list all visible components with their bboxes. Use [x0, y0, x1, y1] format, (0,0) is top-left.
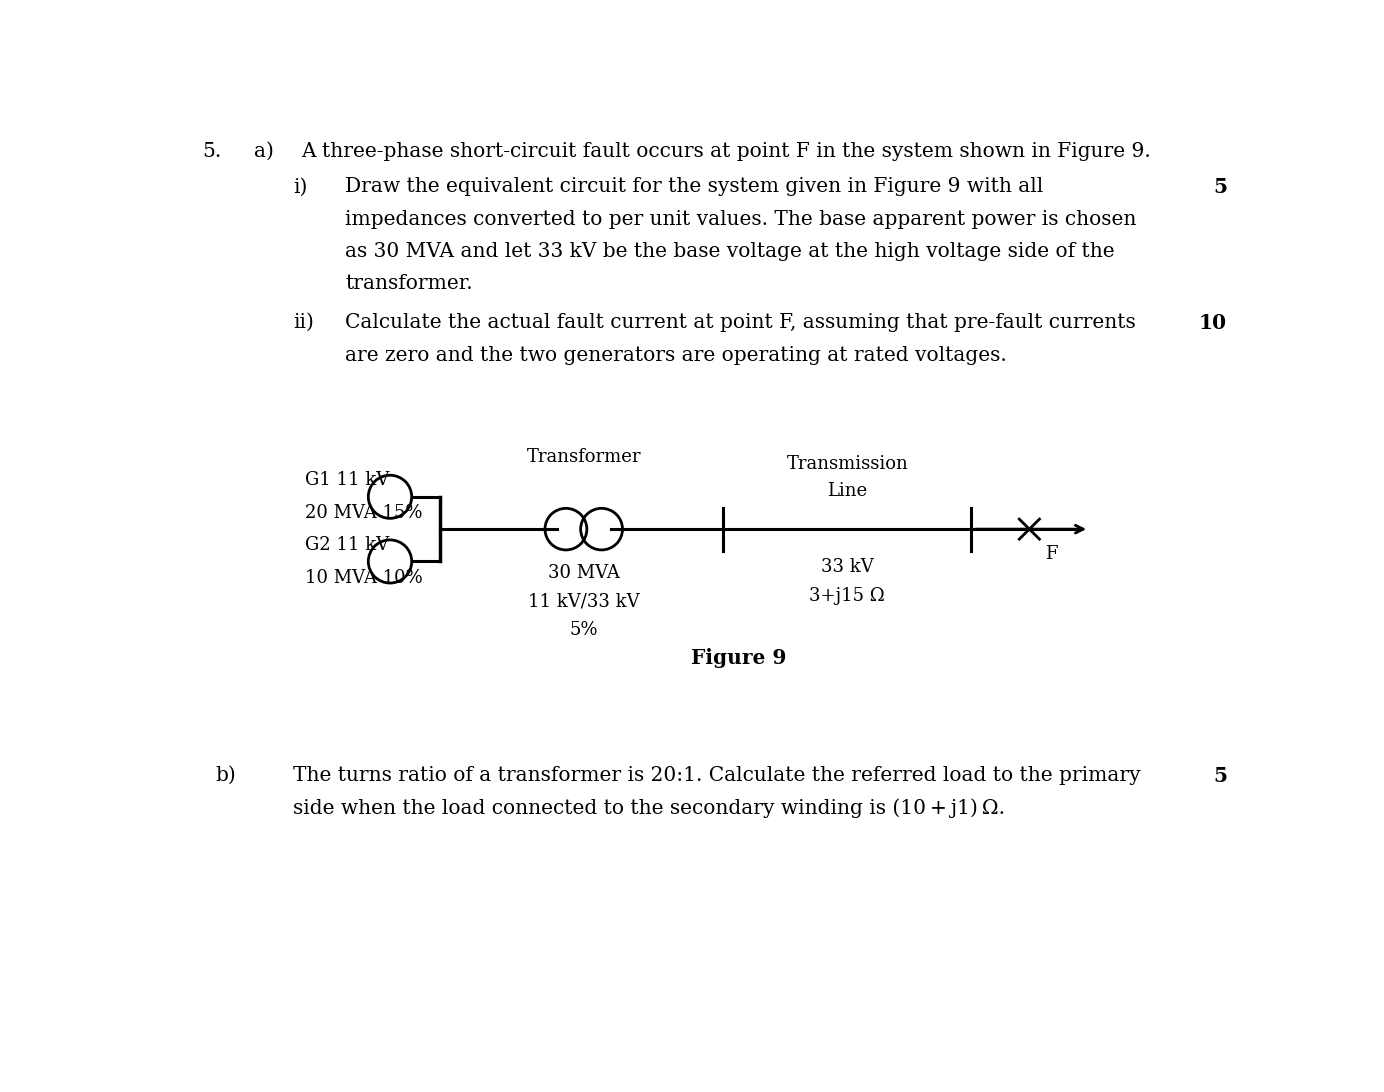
Text: i): i)	[293, 177, 307, 197]
Text: F: F	[1045, 545, 1057, 562]
Text: G2 11 kV: G2 11 kV	[304, 536, 389, 554]
Text: are zero and the two generators are operating at rated voltages.: are zero and the two generators are oper…	[345, 345, 1006, 365]
Text: 3+j15 Ω: 3+j15 Ω	[810, 586, 886, 605]
Text: Draw the equivalent circuit for the system given in Figure 9 with all: Draw the equivalent circuit for the syst…	[345, 177, 1044, 197]
Text: 33 kV: 33 kV	[821, 558, 873, 577]
Text: impedances converted to per unit values. The base apparent power is chosen: impedances converted to per unit values.…	[345, 210, 1136, 228]
Text: 5: 5	[1212, 177, 1228, 198]
Text: G1 11 kV: G1 11 kV	[304, 471, 389, 489]
Text: Line: Line	[828, 482, 868, 500]
Text: 5: 5	[1212, 765, 1228, 785]
Text: 5%: 5%	[569, 620, 598, 639]
Text: Transformer: Transformer	[526, 448, 641, 466]
Text: A three-phase short-circuit fault occurs at point F in the system shown in Figur: A three-phase short-circuit fault occurs…	[300, 142, 1150, 161]
Text: Calculate the actual fault current at point F, assuming that pre-fault currents: Calculate the actual fault current at po…	[345, 313, 1136, 332]
Text: Transmission: Transmission	[786, 455, 908, 473]
Text: b): b)	[216, 765, 237, 784]
Text: 10 MVA 10%: 10 MVA 10%	[304, 569, 422, 587]
Text: as 30 MVA and let 33 kV be the base voltage at the high voltage side of the: as 30 MVA and let 33 kV be the base volt…	[345, 242, 1114, 261]
Text: Figure 9: Figure 9	[691, 649, 786, 668]
Text: ii): ii)	[293, 313, 314, 332]
Text: 30 MVA: 30 MVA	[548, 563, 620, 582]
Text: side when the load connected to the secondary winding is (10 + j1) Ω.: side when the load connected to the seco…	[293, 798, 1005, 818]
Text: 5.: 5.	[202, 142, 221, 161]
Text: 10: 10	[1199, 313, 1228, 333]
Text: a): a)	[255, 142, 274, 161]
Text: transformer.: transformer.	[345, 274, 473, 294]
Text: 11 kV/33 kV: 11 kV/33 kV	[527, 592, 639, 610]
Text: The turns ratio of a transformer is 20:1. Calculate the referred load to the pri: The turns ratio of a transformer is 20:1…	[293, 765, 1140, 784]
Text: 20 MVA 15%: 20 MVA 15%	[304, 505, 422, 522]
